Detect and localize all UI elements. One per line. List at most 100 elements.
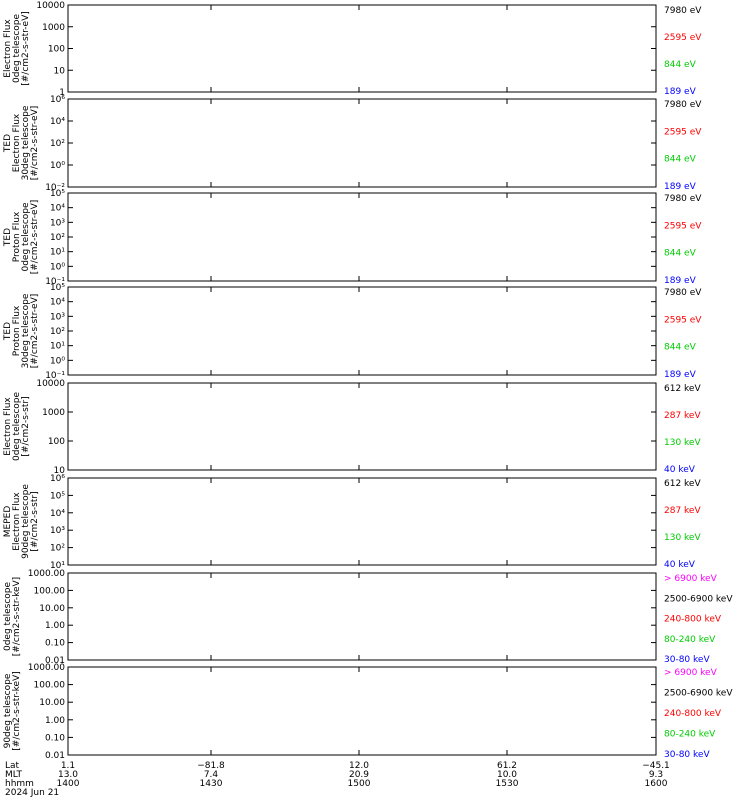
legend-entry: 30-80 keV [664,750,710,760]
y-tick-label: 10⁰ [50,356,65,366]
y-tick-label: 10⁰ [50,262,65,272]
y-axis-label-line: 90deg telescope [21,484,31,559]
y-axis-label-line: Electron Flux [3,19,13,78]
legend-entry: 287 keV [664,506,701,516]
panel-frame [67,572,657,661]
y-axis-label: MEPEDElectron Flux90deg telescope[#/cm2-… [3,484,40,559]
panel-frame [67,382,657,471]
y-axis-label: 0deg telescope[#/cm2-s-str-keV] [3,577,22,656]
y-tick-label: 10⁵ [50,189,65,199]
y-axis-label: TEDProton Flux0deg telescope[#/cm2-s-str… [3,200,40,275]
y-tick-label: 10⁻¹ [45,371,65,381]
y-tick-label: 10⁵ [50,283,65,293]
y-tick-label: 10⁴ [50,204,65,214]
legend-entry: 40 keV [664,560,696,570]
y-tick-label: 10⁴ [50,117,65,127]
y-axis-label-line: TED [3,228,13,247]
y-tick-label: 10.00 [39,698,65,708]
legend-entry: 612 keV [664,479,701,489]
legend-entry: > 6900 keV [664,574,718,584]
legend-entry: 2500-6900 keV [664,689,733,699]
y-tick-label: 1000.00 [28,663,65,673]
legend-entry: 612 keV [664,384,701,394]
xaxis-lat-value: 12.0 [349,761,369,771]
xaxis-hhmm-value: 1400 [57,779,80,789]
legend-entry: 2595 eV [664,221,702,231]
y-axis-label-line: 30deg telescope [21,105,31,180]
y-axis-label-line: 90deg telescope [3,673,13,748]
y-tick-label: 10 [54,466,66,476]
y-axis-label-line: Electron Flux [3,397,13,456]
legend-entry: 2595 eV [664,315,702,325]
y-axis-label-line: TED [3,322,13,341]
y-tick-label: 10² [50,233,65,243]
y-tick-label: 10000 [36,1,65,11]
y-axis-label-line: 0deg telescope [21,202,31,272]
legend-entry: 844 eV [664,155,697,165]
y-tick-label: 10 [54,66,66,76]
legend-entry: 130 keV [664,438,701,448]
y-tick-label: 1000.00 [28,569,65,579]
panel-1: 1 10 100 1000 10000 Electron Flux0deg telesco… [3,1,702,98]
legend-entry: 7980 eV [664,194,702,204]
y-tick-label: 10⁴ [50,509,65,519]
y-tick-label: 100 [48,437,65,447]
y-tick-label: 0.10 [45,639,65,649]
y-tick-label: 10⁰ [50,161,65,171]
xaxis-date: 2024 Jun 21 [5,788,59,798]
panel-2: 10⁻² 10⁰ 10² 10⁴ 10⁶ TEDElectron Flux30deg te… [3,95,702,193]
legend-entry: 40 keV [664,465,696,475]
y-axis-label-line: 0deg telescope [3,582,13,652]
y-axis-label-line: [#/cm2-s-str] [30,491,40,551]
xaxis-lat-value: −45.1 [642,761,670,771]
legend-entry: 2595 eV [664,33,702,43]
xaxis-hhmm-value: 1430 [200,779,223,789]
y-tick-label: 10³ [50,526,65,536]
xaxis-mlt-value: 9.3 [649,770,663,780]
y-axis-label-line: Electron Flux [12,492,22,551]
y-axis-label-line: [#/cm2-s-str-keV] [12,671,22,750]
y-tick-label: 10000 [36,379,65,389]
xaxis-hhmm-value: 1600 [645,779,668,789]
xaxis-lat-value: 1.1 [61,761,75,771]
y-axis-label-line: TED [3,134,13,153]
y-tick-label: 10² [50,544,65,554]
xaxis-mlt-value: 10.0 [497,770,517,780]
y-tick-label: 0.01 [45,656,65,666]
legend-entry: 130 keV [664,533,701,543]
y-tick-label: 10¹ [50,342,65,352]
legend-entry: 240-800 keV [664,709,722,719]
legend-entry: 844 eV [664,60,697,70]
legend-entry: 240-800 keV [664,615,722,625]
legend-entry: 7980 eV [664,288,702,298]
y-axis-label-line: 0deg telescope [12,392,22,462]
panel-3: 10⁻¹ 10⁰ 10¹ 10² 10³ 10⁴ 10⁵ TEDProton Flux0deg… [3,189,702,287]
legend-entry: 2595 eV [664,127,702,137]
xaxis-row-label-lat: Lat [5,761,20,771]
legend-entry: 7980 eV [664,100,702,110]
y-axis-label: 90deg telescope[#/cm2-s-str-keV] [3,671,22,750]
panel-frame [67,286,657,376]
legend-entry: 80-240 keV [664,730,716,740]
xaxis-mlt-value: 20.9 [349,770,369,780]
y-tick-label: 1000 [42,23,65,33]
y-tick-label: 10.00 [39,604,65,614]
y-axis-label-line: Electron Flux [12,113,22,172]
y-tick-label: 10² [50,327,65,337]
panel-frame [67,666,657,756]
y-tick-label: 10³ [50,312,65,322]
xaxis-lat-value: −81.8 [197,761,225,771]
legend-entry: 844 eV [664,343,697,353]
xaxis-hhmm-value: 1500 [348,779,371,789]
y-tick-label: 10⁶ [50,95,65,105]
y-axis-label-line: Proton Flux [12,211,22,262]
y-axis-label-line: [#/cm2-s-str-eV] [30,294,40,369]
xaxis-lat-value: 61.2 [497,761,517,771]
xaxis-row-label-hhmm: hhmm [5,779,34,789]
xaxis-hhmm-value: 1530 [496,779,519,789]
legend-entry: 30-80 keV [664,655,710,665]
xaxis-row-label-mlt: MLT [5,770,23,780]
y-axis-label-line: 30deg telescope [21,293,31,368]
y-axis-label: Electron Flux0deg telescope[#/cm2-s-str] [3,392,31,462]
